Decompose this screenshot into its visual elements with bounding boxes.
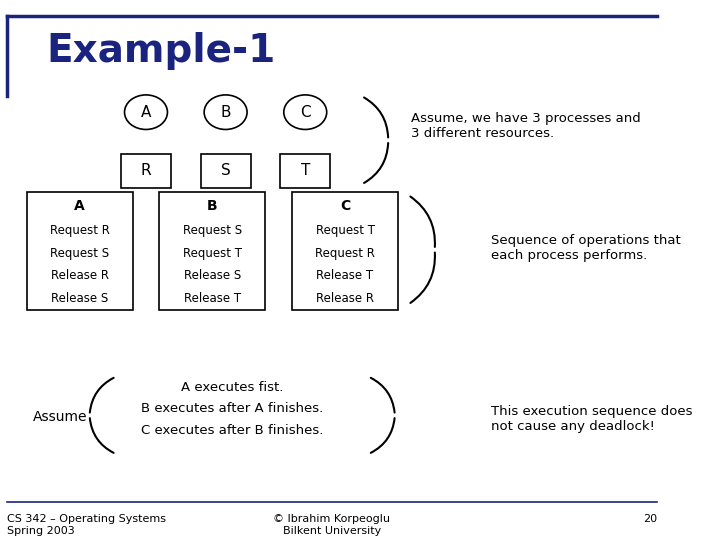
- Text: Request T: Request T: [315, 224, 374, 237]
- FancyBboxPatch shape: [280, 153, 330, 188]
- Text: Sequence of operations that
each process performs.: Sequence of operations that each process…: [491, 234, 681, 262]
- Text: Release T: Release T: [184, 292, 241, 305]
- Text: Request R: Request R: [315, 247, 375, 260]
- Text: Release T: Release T: [317, 269, 374, 282]
- Text: This execution sequence does
not cause any deadlock!: This execution sequence does not cause a…: [491, 406, 693, 433]
- Text: C: C: [300, 105, 310, 120]
- FancyBboxPatch shape: [159, 192, 266, 310]
- Text: © Ibrahim Korpeoglu
Bilkent University: © Ibrahim Korpeoglu Bilkent University: [274, 514, 390, 536]
- FancyBboxPatch shape: [201, 153, 251, 188]
- Text: Request T: Request T: [183, 247, 242, 260]
- Text: R: R: [140, 164, 151, 178]
- Text: 20: 20: [643, 514, 657, 524]
- Text: C executes after B finishes.: C executes after B finishes.: [141, 423, 323, 436]
- Text: Request R: Request R: [50, 224, 109, 237]
- FancyBboxPatch shape: [292, 192, 398, 310]
- Text: B: B: [220, 105, 231, 120]
- FancyBboxPatch shape: [27, 192, 132, 310]
- Text: CS 342 – Operating Systems
Spring 2003: CS 342 – Operating Systems Spring 2003: [6, 514, 166, 536]
- Text: B executes after A finishes.: B executes after A finishes.: [141, 402, 323, 415]
- Text: Release S: Release S: [184, 269, 241, 282]
- Text: A: A: [74, 199, 85, 213]
- Text: Release S: Release S: [51, 292, 108, 305]
- Text: S: S: [221, 164, 230, 178]
- Text: C: C: [340, 199, 350, 213]
- Text: A executes fist.: A executes fist.: [181, 381, 284, 394]
- Text: Release R: Release R: [50, 269, 109, 282]
- Text: Request S: Request S: [183, 224, 242, 237]
- Text: Release R: Release R: [316, 292, 374, 305]
- Text: T: T: [300, 164, 310, 178]
- Text: B: B: [207, 199, 217, 213]
- Text: A: A: [141, 105, 151, 120]
- Text: Example-1: Example-1: [47, 32, 276, 70]
- Text: Assume: Assume: [32, 410, 87, 424]
- FancyBboxPatch shape: [121, 153, 171, 188]
- Text: Assume, we have 3 processes and
3 different resources.: Assume, we have 3 processes and 3 differ…: [411, 112, 642, 139]
- Text: Request S: Request S: [50, 247, 109, 260]
